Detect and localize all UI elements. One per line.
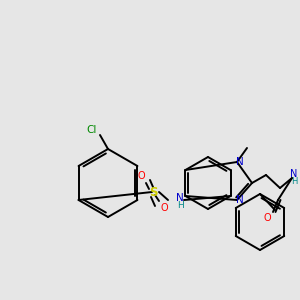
- Text: O: O: [160, 203, 168, 213]
- Text: H: H: [177, 200, 183, 209]
- Text: O: O: [263, 213, 271, 223]
- Text: S: S: [149, 185, 157, 199]
- Text: N: N: [236, 195, 244, 205]
- Text: N: N: [176, 193, 184, 203]
- Text: H: H: [291, 176, 297, 185]
- Text: Cl: Cl: [87, 125, 97, 135]
- Text: N: N: [236, 157, 244, 167]
- Text: N: N: [290, 169, 298, 179]
- Text: O: O: [137, 171, 145, 181]
